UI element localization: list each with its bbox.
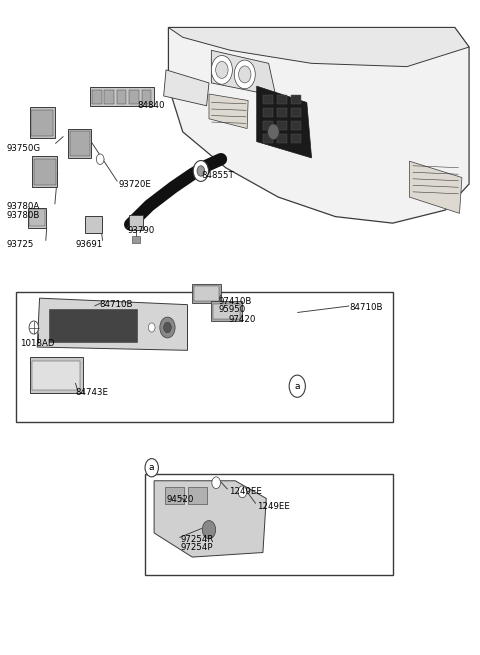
Text: 84710B: 84710B: [350, 303, 383, 312]
Text: a: a: [149, 463, 155, 472]
Bar: [290, 107, 301, 117]
Circle shape: [234, 60, 255, 89]
Bar: [92, 90, 102, 103]
Polygon shape: [154, 481, 266, 557]
Circle shape: [148, 323, 155, 332]
Text: 1249EE: 1249EE: [228, 487, 262, 496]
Text: 93790: 93790: [128, 227, 155, 235]
Text: 1249EE: 1249EE: [257, 502, 289, 511]
Bar: [28, 208, 46, 228]
Text: 84743E: 84743E: [75, 388, 108, 397]
Bar: [192, 284, 221, 303]
Bar: [194, 286, 219, 301]
Circle shape: [211, 56, 232, 84]
Polygon shape: [257, 86, 312, 158]
Bar: [90, 88, 154, 105]
Bar: [263, 107, 274, 117]
Bar: [30, 357, 83, 393]
Bar: [132, 236, 140, 243]
Circle shape: [193, 160, 208, 181]
Circle shape: [145, 458, 158, 477]
Polygon shape: [164, 70, 209, 105]
Bar: [30, 107, 55, 138]
Polygon shape: [37, 298, 188, 350]
Bar: [211, 301, 242, 321]
Text: 97410B: 97410B: [218, 297, 252, 306]
Text: 1018AD: 1018AD: [21, 339, 55, 348]
Polygon shape: [168, 28, 469, 67]
Bar: [34, 159, 56, 185]
Text: 95950: 95950: [218, 305, 246, 314]
Circle shape: [197, 166, 204, 176]
Bar: [263, 121, 274, 130]
Circle shape: [29, 321, 38, 334]
Bar: [129, 90, 139, 103]
Bar: [277, 134, 287, 143]
Text: 93720E: 93720E: [118, 179, 151, 189]
Text: 97420: 97420: [228, 315, 255, 324]
Circle shape: [96, 154, 104, 164]
Bar: [290, 121, 301, 130]
Bar: [29, 210, 45, 227]
Circle shape: [238, 486, 247, 498]
Text: 93691: 93691: [75, 240, 103, 248]
Bar: [290, 134, 301, 143]
Text: 93750G: 93750G: [6, 143, 40, 153]
Bar: [33, 156, 57, 187]
Circle shape: [164, 322, 171, 333]
Polygon shape: [211, 50, 276, 96]
Bar: [70, 131, 90, 156]
Bar: [277, 107, 287, 117]
Circle shape: [160, 317, 175, 338]
Text: 84840: 84840: [137, 102, 165, 110]
Bar: [117, 90, 126, 103]
Bar: [277, 95, 287, 103]
Bar: [277, 121, 287, 130]
Bar: [144, 474, 393, 575]
Text: 93780A: 93780A: [6, 202, 39, 212]
Bar: [85, 216, 102, 233]
Polygon shape: [409, 161, 462, 214]
Circle shape: [239, 66, 251, 83]
Text: 97254R: 97254R: [180, 535, 214, 544]
Text: 84710B: 84710B: [99, 300, 132, 309]
Circle shape: [268, 124, 279, 140]
Text: 97254P: 97254P: [180, 544, 213, 552]
Bar: [165, 487, 184, 504]
Circle shape: [289, 375, 305, 398]
Circle shape: [202, 521, 216, 539]
Text: 93780B: 93780B: [6, 211, 39, 220]
Text: a: a: [295, 382, 300, 390]
Bar: [49, 309, 137, 342]
Bar: [68, 129, 91, 158]
Bar: [129, 215, 143, 230]
Text: 84855T: 84855T: [202, 171, 235, 180]
Circle shape: [216, 62, 228, 79]
Bar: [142, 90, 151, 103]
Text: 93725: 93725: [6, 240, 34, 248]
Bar: [105, 90, 114, 103]
Polygon shape: [168, 28, 469, 223]
Circle shape: [212, 477, 220, 489]
Bar: [33, 362, 80, 390]
Bar: [32, 109, 53, 136]
Bar: [213, 304, 240, 319]
Bar: [290, 95, 301, 103]
Bar: [263, 134, 274, 143]
Polygon shape: [209, 94, 248, 128]
Text: 94520: 94520: [166, 495, 193, 504]
Bar: [16, 291, 393, 422]
Bar: [188, 487, 206, 504]
Bar: [263, 95, 274, 103]
